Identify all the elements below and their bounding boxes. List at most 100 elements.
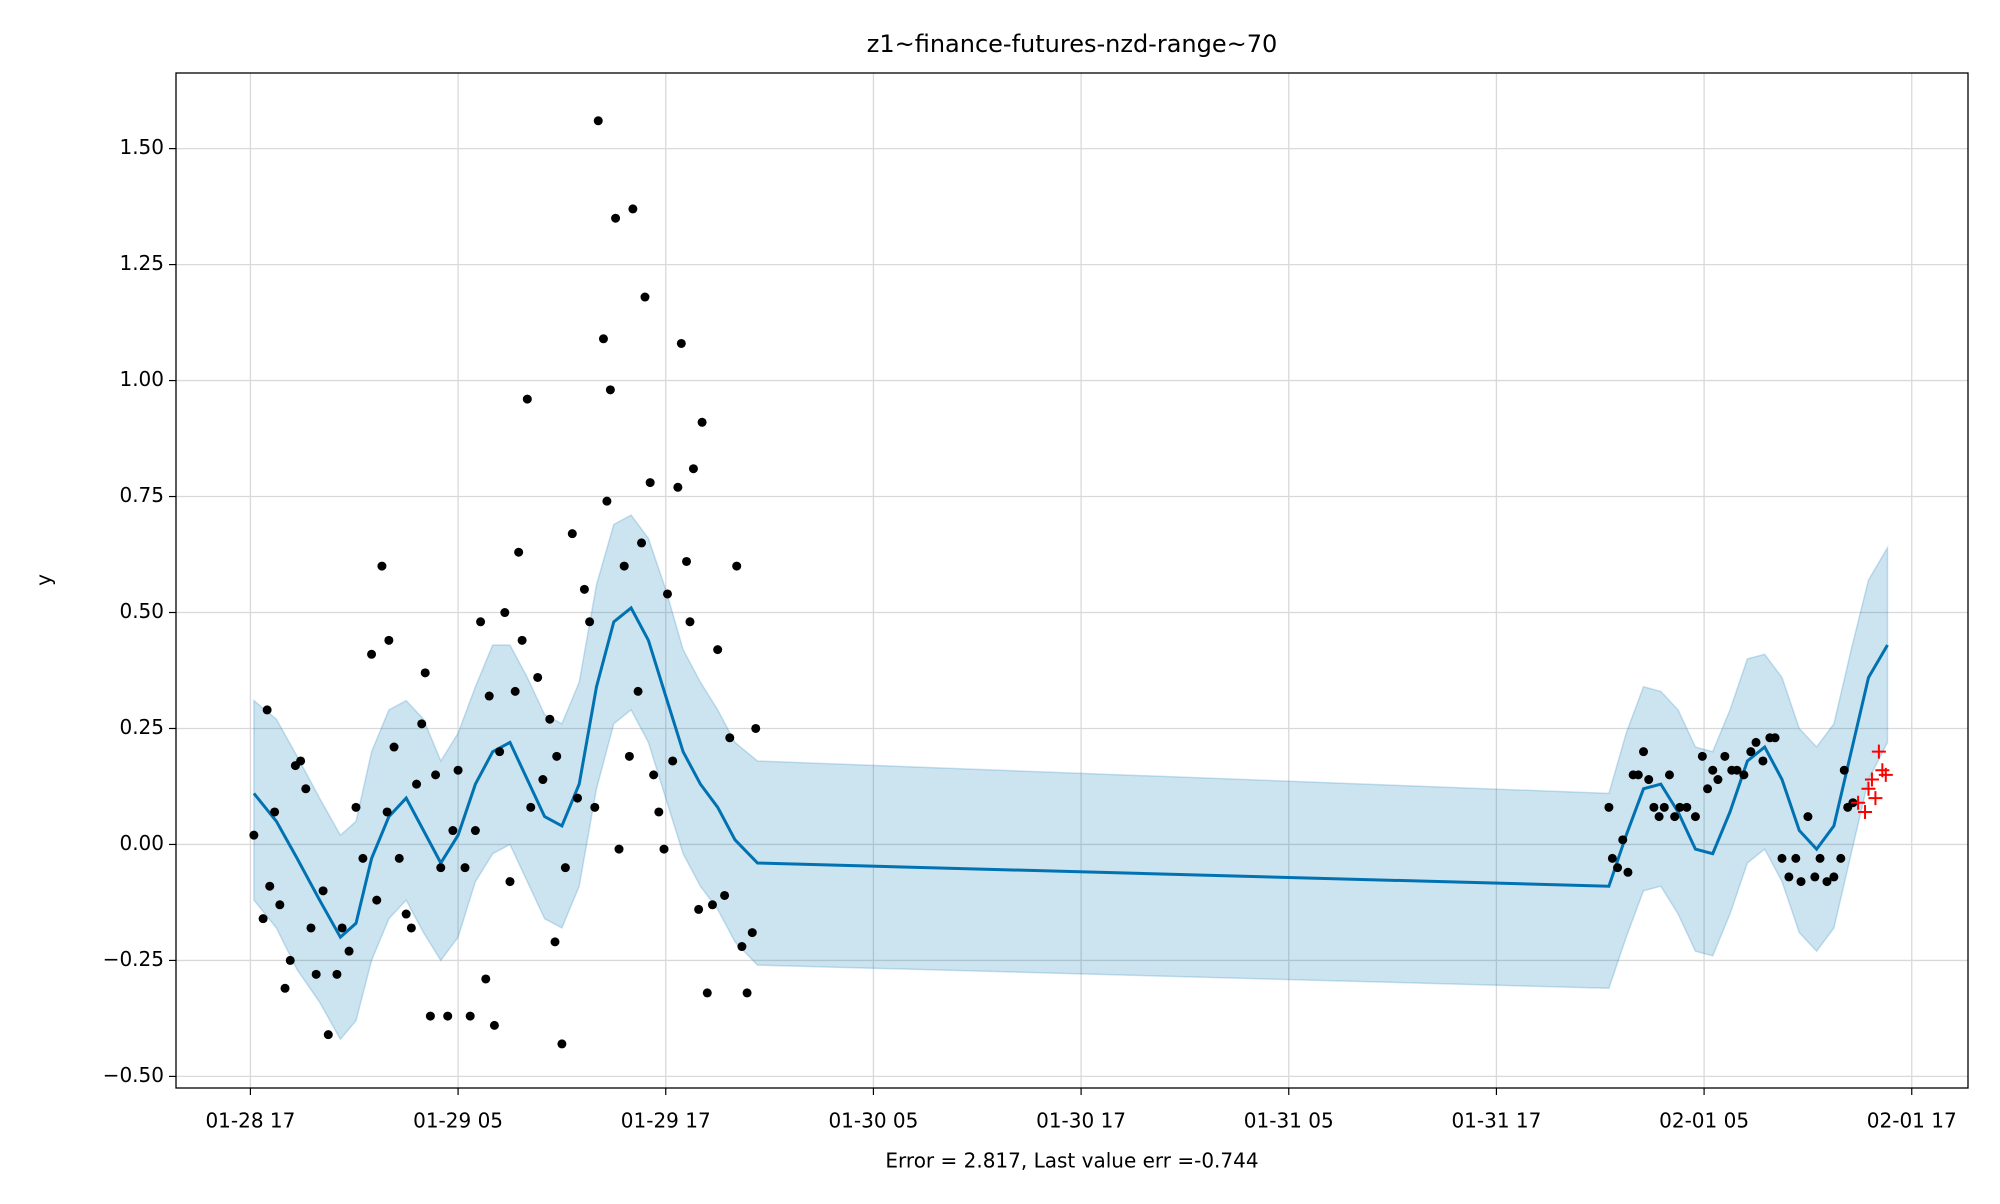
test-point [1861,781,1876,796]
observed-point [401,909,411,919]
observed-point [1713,775,1723,785]
observed-point [344,946,354,956]
y-tick-label: 1.00 [119,367,164,391]
observed-point [732,561,742,571]
observed-point [476,617,486,627]
observed-point [707,900,717,910]
observed-point [645,478,655,488]
observed-point [685,617,695,627]
observed-point [676,338,686,348]
observed-point [1829,872,1839,882]
observed-point [265,881,275,891]
x-tick-label: 01-29 05 [413,1109,503,1133]
observed-point [517,635,527,645]
y-tick-label: 0.00 [119,831,164,855]
observed-point [389,742,399,752]
observed-point [1623,867,1633,877]
observed-point [500,608,510,618]
observed-point [417,719,427,729]
observed-point [637,538,647,548]
observed-point [713,645,723,655]
observed-point [751,723,761,733]
test-point [1868,791,1883,806]
observed-point [725,733,735,743]
observed-point [1618,835,1628,845]
observed-point [585,617,595,627]
observed-point [412,779,422,789]
observed-point [280,983,290,993]
observed-point [1703,784,1713,794]
test-point [1878,767,1893,782]
observed-point [301,784,311,794]
y-tick-label: −0.25 [103,947,164,971]
test-point [1864,772,1879,787]
y-tick-label: 1.50 [119,135,164,159]
observed-point [1639,747,1649,757]
forecast-line [252,605,1889,940]
observed-point [1810,872,1820,882]
observed-point [351,802,361,812]
observed-point [1770,733,1780,743]
observed-point [662,589,672,599]
observed-point [406,923,416,933]
observed-point [1739,770,1749,780]
observed-point [654,807,664,817]
observed-point [579,584,589,594]
observed-point [538,775,548,785]
observed-point [249,830,259,840]
observed-point [1784,872,1794,882]
uncertainty-band [253,514,1889,1041]
observed-point [1675,802,1685,812]
observed-point [296,756,306,766]
observed-point [1732,765,1742,775]
observed-point [747,928,757,938]
observed-point [1803,812,1813,822]
observed-point [1682,802,1692,812]
observed-point [682,556,692,566]
observed-point [552,751,562,761]
observed-point [285,955,295,965]
observed-point [1751,737,1761,747]
observed-point [624,751,634,761]
observed-point [1758,756,1768,766]
observed-point [448,826,458,836]
observed-point [367,649,377,659]
y-tick-label: 0.25 [119,715,164,739]
observed-point [431,770,441,780]
test-point [1851,795,1866,810]
observed-point [1720,751,1730,761]
observed-point [557,1039,567,1049]
observed-point [742,988,752,998]
observed-point [1708,765,1718,775]
x-tick-label: 02-01 17 [1867,1109,1957,1133]
observed-point [306,923,316,933]
y-tick-label: 1.25 [119,251,164,275]
y-tick-label: 0.50 [119,599,164,623]
observed-point [1633,770,1643,780]
observed-point [1644,775,1654,785]
observed-point [1839,765,1849,775]
observed-point [420,668,430,678]
observed-point [1746,747,1756,757]
observed-point [489,1020,499,1030]
observed-point [436,863,446,873]
observed-point [332,969,342,979]
observed-point [484,691,494,701]
observed-point [694,904,704,914]
observed-point [460,863,470,873]
observed-point [337,923,347,933]
observed-point [1815,853,1825,863]
observed-point [702,988,712,998]
y-tick-label: 0.75 [119,483,164,507]
observed-point [394,853,404,863]
observed-point [510,686,520,696]
observed-point [572,793,582,803]
observed-point [560,863,570,873]
observed-point [598,334,608,344]
observed-point [533,672,543,682]
observed-point [550,937,560,947]
observed-point [1822,877,1832,887]
